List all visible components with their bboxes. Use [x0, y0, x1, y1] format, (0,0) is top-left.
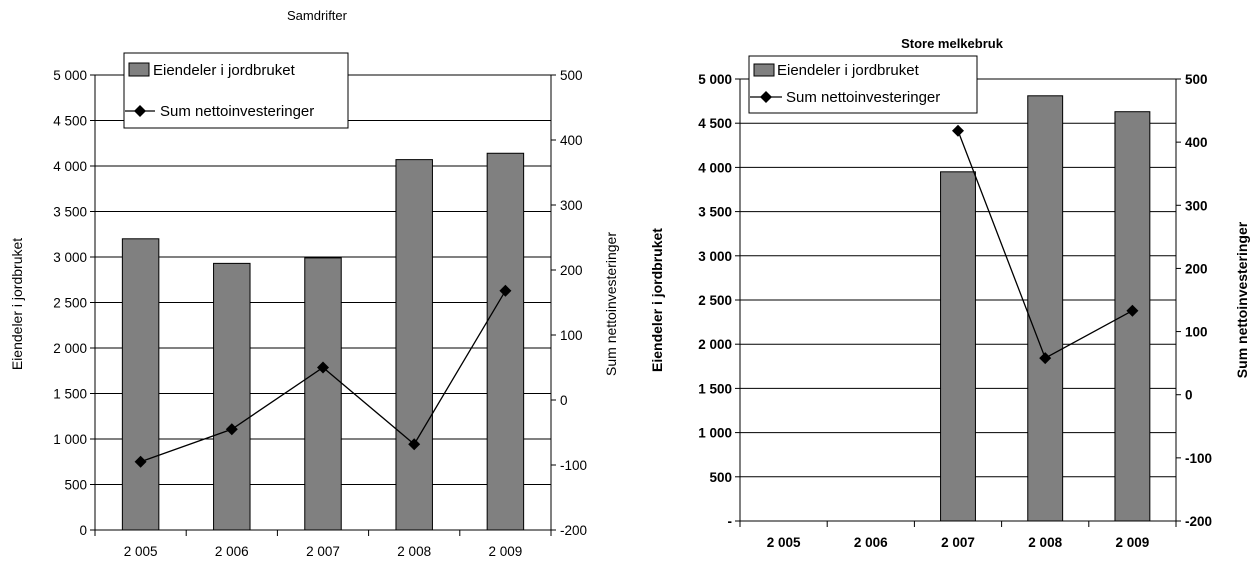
- y-tick-label: 1 500: [698, 381, 732, 396]
- y-axis-right-label: Sum nettoinvesteringer: [1234, 221, 1250, 378]
- y2-tick-label: 0: [560, 393, 568, 408]
- x-tick-label: 2 009: [489, 544, 523, 559]
- y-axis-left-label: Eiendeler i jordbruket: [9, 238, 25, 370]
- y2-tick-label: 500: [560, 68, 583, 83]
- y-tick-label: 1 500: [53, 387, 87, 402]
- line-point-marker: [317, 361, 329, 374]
- bar-2005: [121, 238, 160, 531]
- svg-text:Eiendeler i jordbruket: Eiendeler i jordbruket: [9, 238, 25, 370]
- line-point-marker: [134, 455, 147, 468]
- y-tick-label: 4 500: [698, 116, 732, 131]
- line-point-marker: [499, 284, 512, 297]
- svg-text:Sum nettoinvesteringer: Sum nettoinvesteringer: [1234, 221, 1250, 378]
- legend-label-line: Sum nettoinvesteringer: [160, 103, 314, 120]
- svg-text:Sum nettoinvesteringer: Sum nettoinvesteringer: [603, 232, 619, 376]
- y-tick-label: 1 000: [698, 426, 732, 441]
- y2-tick-label: 0: [1185, 388, 1193, 403]
- y-axis-right-label: Sum nettoinvesteringer: [603, 232, 619, 376]
- y-tick-label: 0: [79, 523, 87, 538]
- y2-tick-label: 500: [1185, 72, 1208, 87]
- bar-2008: [1027, 95, 1064, 522]
- plot-area: - 500 1 000 1 500 2 000 2 500 3 000 3 500 4 000 4…: [698, 72, 1212, 550]
- y-tick-label: 3 500: [53, 205, 87, 220]
- svg-text:Eiendeler i jordbruket: Eiendeler i jordbruket: [649, 228, 665, 372]
- legend-box: [748, 55, 978, 114]
- y2-tick-label: 400: [1185, 135, 1208, 150]
- y-tick-label: 4 000: [53, 159, 87, 174]
- y-tick-label: 2 500: [53, 296, 87, 311]
- x-tick-label: 2 005: [124, 544, 158, 559]
- chart-title: Store melkebruk: [901, 36, 1004, 51]
- y2-tick-label: 200: [560, 263, 583, 278]
- y-tick-label: 4 000: [698, 160, 732, 175]
- x-tick-label: 2 005: [767, 535, 801, 550]
- x-tick-label: 2 008: [1028, 535, 1062, 550]
- x-tick-label: 2 006: [215, 544, 249, 559]
- y2-tick-label: 400: [560, 133, 583, 148]
- y2-tick-label: 100: [560, 328, 583, 343]
- plot-area: 0 500 1 000 1 500 2 000 2 500 3 000 3 500 4 000 4…: [53, 68, 587, 559]
- y-tick-label: 4 500: [53, 114, 87, 129]
- y-tick-label: 3 000: [53, 250, 87, 265]
- legend-diamond-marker: [760, 91, 772, 103]
- legend-label-bars: Eiendeler i jordbruket: [777, 62, 920, 79]
- chart-title: Samdrifter: [287, 8, 348, 23]
- bar-2007: [940, 171, 976, 522]
- x-tick-label: 2 006: [854, 535, 888, 550]
- legend: Eiendeler i jordbruket Sum nettoinvester…: [123, 52, 349, 129]
- legend-bar-swatch: [753, 63, 775, 77]
- legend-label-line: Sum nettoinvesteringer: [786, 89, 940, 106]
- legend-label-bars: Eiendeler i jordbruket: [153, 62, 296, 79]
- x-tick-label: 2 007: [941, 535, 975, 550]
- y-tick-label: 5 000: [698, 72, 732, 87]
- y-axis-left-label: Eiendeler i jordbruket: [649, 228, 665, 372]
- legend-diamond-marker: [134, 105, 146, 117]
- line-point-marker: [408, 438, 421, 451]
- chart-samdrifter: Samdrifter Eiendeler i jordbruket Sum ne…: [9, 8, 619, 559]
- y-tick-label: 2 000: [698, 337, 732, 352]
- y2-tick-label: 300: [1185, 198, 1208, 213]
- line-point-marker: [952, 124, 964, 137]
- y-tick-label: 1 000: [53, 432, 87, 447]
- y-tick-label: 5 000: [53, 68, 87, 83]
- legend: Eiendeler i jordbruket Sum nettoinvester…: [748, 55, 978, 114]
- y2-tick-label: 300: [560, 198, 583, 213]
- y2-tick-label: -200: [1185, 514, 1212, 529]
- bar-2007: [304, 257, 342, 531]
- bar-2008: [395, 159, 433, 531]
- x-tick-label: 2 007: [306, 544, 340, 559]
- y2-tick-label: -100: [1185, 451, 1212, 466]
- y-tick-label: 2 000: [53, 341, 87, 356]
- bar-2006: [213, 262, 251, 531]
- y-tick-label: 3 500: [698, 205, 732, 220]
- y-tick-label: -: [728, 514, 733, 529]
- line-point-marker: [1039, 352, 1052, 365]
- y2-tick-label: 100: [1185, 325, 1208, 340]
- y2-tick-label: 200: [1185, 261, 1208, 276]
- y-tick-label: 2 500: [698, 293, 732, 308]
- y2-tick-label: -100: [560, 458, 587, 473]
- y-tick-label: 3 000: [698, 249, 732, 264]
- line-point-marker: [1126, 304, 1139, 317]
- x-tick-label: 2 009: [1116, 535, 1150, 550]
- line-point-marker: [225, 423, 238, 436]
- bar-2009: [486, 152, 525, 531]
- chart-store-melkebruk: Store melkebruk Eiendeler i jordbruket S…: [649, 36, 1250, 550]
- x-tick-label: 2 008: [397, 544, 431, 559]
- y-tick-label: 500: [64, 478, 87, 493]
- legend-box: [123, 52, 349, 129]
- y2-tick-label: -200: [560, 523, 587, 538]
- y-tick-label: 500: [709, 470, 732, 485]
- legend-bar-swatch: [128, 62, 150, 77]
